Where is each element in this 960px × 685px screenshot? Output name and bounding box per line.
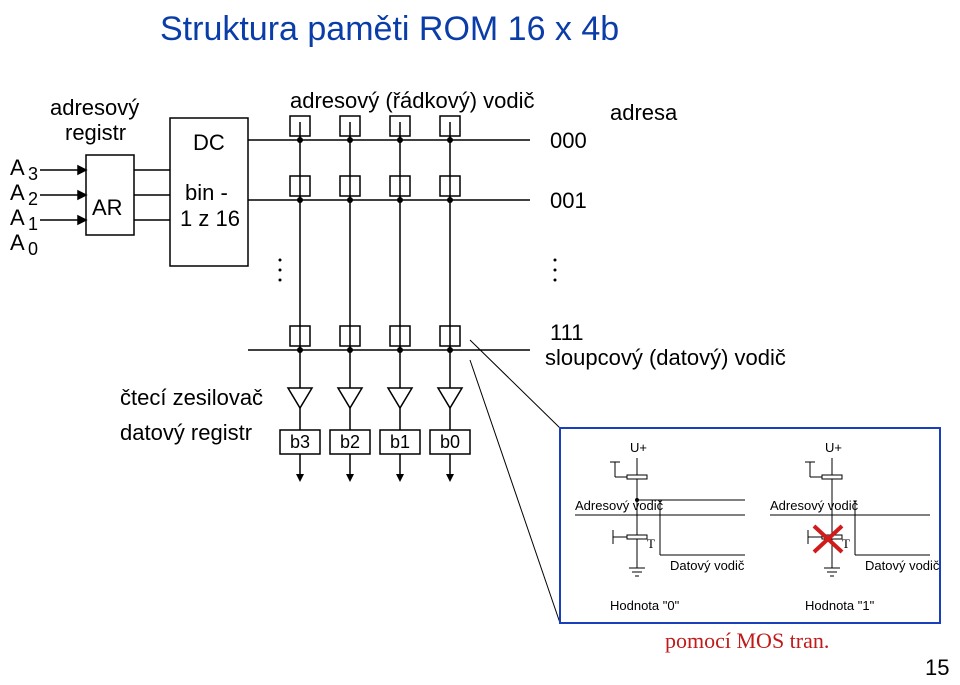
svg-text:b1: b1 [390,432,410,452]
svg-text:T: T [842,536,850,551]
address-input-labels: A 3 A 2 A 1 A 0 [10,155,38,259]
detail-caption: pomocí MOS tran. [665,628,829,653]
svg-text:T: T [647,536,655,551]
svg-text:2: 2 [28,189,38,209]
svg-text:0: 0 [28,239,38,259]
detail-box: U+ Adresový vodič T [560,428,940,623]
row-addr-1: 001 [550,188,587,213]
svg-text:A: A [10,230,25,255]
svg-text:b3: b3 [290,432,310,452]
svg-text:b2: b2 [340,432,360,452]
svg-text:A: A [10,155,25,180]
dc-label-1: DC [193,130,225,155]
row-wire-label: adresový (řádkový) vodič [290,88,535,113]
data-register: b3 b2 b1 b0 [280,430,470,482]
svg-text:Datový vodič: Datový vodič [670,558,745,573]
label-addr-reg-2: registr [65,120,126,145]
svg-text:1: 1 [28,214,38,234]
page-number: 15 [925,655,949,680]
memory-matrix [248,116,530,388]
dc-label-2: bin - [185,180,228,205]
page-title: Struktura paměti ROM 16 x 4b [160,10,619,48]
svg-text:3: 3 [28,164,38,184]
vertical-dots [279,259,557,282]
col-wire-label: sloupcový (datový) vodič [545,345,786,370]
row-addr-2: 111 [550,320,583,345]
svg-text:Hodnota "0": Hodnota "0" [610,598,680,613]
svg-text:U+: U+ [630,440,647,455]
callout-lines [470,340,560,623]
amplifier-label: čtecí zesilovač [120,385,263,410]
input-arrows [40,166,86,224]
data-register-label: datový registr [120,420,252,445]
sense-amplifiers [288,388,462,430]
svg-text:b0: b0 [440,432,460,452]
dc-label-3: 1 z 16 [180,206,240,231]
row-addr-0: 000 [550,128,587,153]
svg-text:Datový vodič: Datový vodič [865,558,940,573]
ar-to-dc-lines [134,170,170,220]
svg-text:Adresový vodič: Adresový vodič [770,498,859,513]
adresa-label: adresa [610,100,678,125]
svg-text:U+: U+ [825,440,842,455]
label-addr-reg-1: adresový [50,95,139,120]
svg-text:A: A [10,180,25,205]
svg-text:Hodnota "1": Hodnota "1" [805,598,875,613]
ar-label: AR [92,195,123,220]
svg-text:A: A [10,205,25,230]
